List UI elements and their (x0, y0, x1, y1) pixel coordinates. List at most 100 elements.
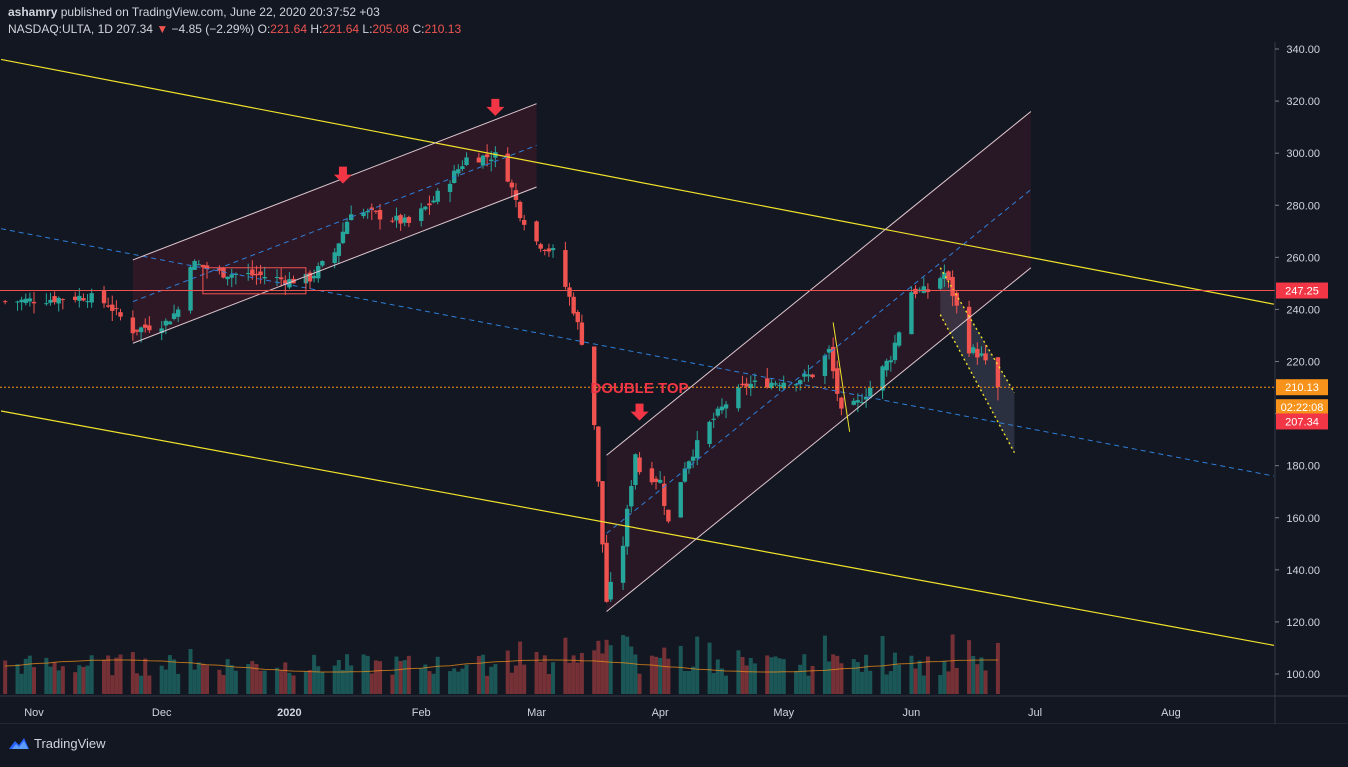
candle-down[interactable] (52, 296, 57, 303)
candle-up[interactable] (657, 479, 663, 483)
candle-up[interactable] (793, 384, 799, 386)
candle-up[interactable] (138, 327, 144, 333)
candle-up[interactable] (851, 400, 856, 405)
candle-down[interactable] (398, 215, 403, 224)
candle-down[interactable] (505, 153, 510, 182)
channel-2-top[interactable] (606, 111, 1032, 456)
candle-up[interactable] (19, 299, 24, 303)
tradingview-brand[interactable]: TradingView (8, 735, 106, 751)
candle-up[interactable] (624, 508, 630, 547)
candle-up[interactable] (365, 211, 370, 213)
candle-up[interactable] (826, 348, 832, 353)
symbol-label[interactable]: NASDAQ:ULTA, 1D (8, 22, 113, 36)
consolidation-box[interactable] (202, 267, 307, 295)
candle-up[interactable] (332, 252, 337, 263)
candle-up[interactable] (769, 382, 774, 388)
candle-down[interactable] (476, 157, 482, 163)
candle-up[interactable] (620, 545, 626, 583)
candle-down[interactable] (406, 217, 412, 223)
candle-up[interactable] (863, 396, 869, 400)
candle-down[interactable] (579, 322, 585, 345)
trendline-upper[interactable] (0, 58, 1275, 305)
candle-up[interactable] (608, 581, 613, 600)
candle-up[interactable] (480, 155, 486, 166)
candle-down[interactable] (31, 301, 37, 304)
candle-up[interactable] (246, 273, 251, 275)
candle-up[interactable] (633, 454, 638, 486)
candle-up[interactable] (460, 166, 465, 170)
candle-up[interactable] (171, 313, 177, 319)
candle-down[interactable] (250, 269, 255, 276)
candle-up[interactable] (340, 231, 346, 244)
candle-down[interactable] (744, 383, 749, 387)
candle-up[interactable] (781, 382, 786, 389)
candle-down[interactable] (950, 276, 955, 297)
candle-down[interactable] (373, 210, 379, 212)
arrow-down-icon[interactable] (630, 403, 649, 421)
candle-down[interactable] (810, 374, 815, 378)
candle-down[interactable] (258, 271, 263, 276)
candle-down[interactable] (596, 426, 601, 482)
candle-up[interactable] (711, 418, 716, 420)
candle-up[interactable] (27, 298, 33, 302)
candle-down[interactable] (484, 154, 490, 158)
candle-down[interactable] (118, 312, 123, 317)
candle-up[interactable] (423, 206, 428, 210)
candle-down[interactable] (254, 273, 259, 276)
candle-up[interactable] (806, 374, 811, 377)
candle-up[interactable] (678, 482, 683, 518)
candle-up[interactable] (896, 332, 902, 346)
candle-down[interactable] (278, 277, 284, 280)
candle-up[interactable] (868, 387, 873, 397)
candle-up[interactable] (859, 402, 865, 404)
candle-down[interactable] (105, 305, 111, 307)
candle-down[interactable] (377, 210, 383, 220)
candle-up[interactable] (192, 261, 197, 270)
candle-down[interactable] (2, 301, 8, 303)
candle-up[interactable] (629, 486, 634, 507)
candle-down[interactable] (839, 397, 844, 409)
candle-up[interactable] (229, 274, 234, 278)
candle-down[interactable] (283, 280, 288, 285)
arrow-down-icon[interactable] (486, 98, 505, 116)
candle-up[interactable] (884, 360, 889, 371)
candle-up[interactable] (85, 301, 90, 303)
candle-down[interactable] (830, 346, 836, 372)
wedge-bottom[interactable] (939, 314, 1016, 453)
candle-down[interactable] (740, 383, 745, 386)
wedge-top[interactable] (939, 267, 1016, 394)
candle-up[interactable] (489, 159, 494, 162)
candle-up[interactable] (686, 461, 692, 469)
candle-down[interactable] (147, 325, 152, 331)
candle-down[interactable] (592, 346, 597, 426)
candle-up[interactable] (402, 217, 407, 223)
candle-up[interactable] (77, 295, 82, 301)
candle-down[interactable] (575, 312, 580, 323)
candle-up[interactable] (344, 221, 350, 234)
candle-up[interactable] (707, 421, 712, 444)
candle-up[interactable] (909, 292, 914, 335)
candle-down[interactable] (72, 296, 78, 300)
channel-1-bottom[interactable] (132, 186, 537, 344)
candle-up[interactable] (802, 373, 807, 377)
publisher-name[interactable]: ashamry (8, 5, 58, 19)
candle-up[interactable] (262, 276, 267, 279)
candle-up[interactable] (435, 190, 440, 202)
candle-up[interactable] (719, 406, 725, 411)
candle-up[interactable] (287, 279, 292, 288)
candle-up[interactable] (888, 360, 894, 363)
candle-up[interactable] (695, 440, 700, 459)
arrow-down-icon[interactable] (333, 166, 352, 184)
candlestick-chart[interactable]: DOUBLE TOP 340.00 320.00 300.00 280.00 260.0… (0, 42, 1348, 762)
candle-up[interactable] (15, 301, 20, 303)
long-midline[interactable] (0, 228, 1275, 477)
candle-up[interactable] (89, 293, 94, 303)
candle-down[interactable] (835, 368, 840, 394)
candle-up[interactable] (971, 347, 976, 353)
candle-up[interactable] (196, 264, 201, 266)
candle-down[interactable] (765, 378, 770, 388)
candle-up[interactable] (822, 355, 828, 376)
channel-1-top[interactable] (132, 103, 537, 261)
candle-down[interactable] (662, 483, 667, 506)
candle-down[interactable] (966, 306, 972, 354)
